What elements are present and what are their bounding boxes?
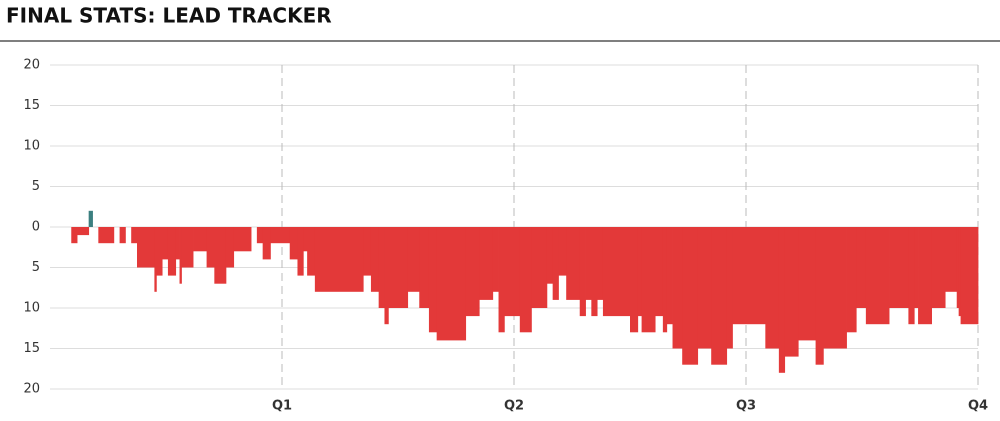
lead-bar	[419, 227, 430, 308]
chart-title: FINAL STATS: LEAD TRACKER	[6, 4, 332, 28]
lead-bar	[682, 227, 699, 365]
lead-bar	[428, 227, 438, 333]
lead-bar	[655, 227, 664, 317]
lead-bar	[262, 227, 271, 260]
lead-bar	[71, 227, 78, 244]
lead-bar	[566, 227, 581, 300]
y-tick-label: 20	[23, 382, 40, 397]
lead-bar	[233, 227, 252, 252]
lead-bar	[119, 227, 126, 244]
x-tick-label: Q4	[968, 399, 988, 414]
lead-bar	[815, 227, 824, 365]
lead-bar	[931, 227, 946, 308]
lead-bar	[289, 227, 298, 260]
lead-bar	[167, 227, 177, 276]
lead-bar	[531, 227, 548, 308]
lead-bar	[77, 227, 90, 236]
lead-bar	[378, 227, 385, 308]
lead-bar	[154, 227, 157, 292]
lead-bar	[546, 227, 554, 284]
lead-bar	[307, 227, 316, 276]
lead-bar	[784, 227, 799, 357]
y-tick-label: 0	[32, 220, 40, 235]
lead-bar	[914, 227, 919, 308]
lead-bar	[591, 227, 598, 317]
lead-bar	[666, 227, 673, 325]
x-tick-label: Q3	[736, 399, 756, 414]
lead-bar	[363, 227, 372, 276]
lead-bar	[297, 227, 304, 276]
lead-bar	[597, 227, 604, 300]
y-tick-label: 5	[32, 260, 40, 275]
lead-bar	[181, 227, 194, 268]
lead-bar	[662, 227, 668, 333]
lead-bar	[602, 227, 631, 317]
lead-bar	[798, 227, 816, 341]
lead-bar	[88, 210, 93, 227]
lead-bar	[726, 227, 733, 349]
y-tick-label: 10	[23, 139, 40, 154]
lead-bar	[918, 227, 932, 325]
lead-bar	[270, 227, 291, 244]
y-tick-label: 15	[23, 98, 40, 113]
lead-bar	[585, 227, 592, 300]
y-tick-label: 15	[23, 341, 40, 356]
lead-bar	[579, 227, 586, 317]
x-tick-label: Q2	[504, 399, 524, 414]
lead-bar	[672, 227, 683, 349]
lead-bar	[711, 227, 728, 365]
lead-bar	[498, 227, 505, 333]
lead-bar	[778, 227, 786, 373]
lead-bar	[214, 227, 227, 284]
lead-bar	[206, 227, 215, 268]
lead-bar	[960, 227, 979, 325]
lead-bar	[492, 227, 499, 292]
lead-bar	[479, 227, 494, 300]
lead-bar	[436, 227, 467, 341]
lead-bar	[889, 227, 909, 308]
lead-bar	[193, 227, 207, 252]
lead-bar	[98, 227, 115, 244]
lead-bar	[846, 227, 857, 333]
lead-bar	[465, 227, 480, 317]
lead-bar	[162, 227, 169, 260]
lead-bar	[131, 227, 138, 244]
lead-bar	[958, 227, 961, 317]
lead-bar	[823, 227, 847, 349]
lead-bar	[558, 227, 567, 276]
lead-bar	[303, 227, 308, 252]
lead-bar	[314, 227, 364, 292]
lead-bar	[407, 227, 420, 292]
y-tick-label: 10	[23, 301, 40, 316]
lead-bar	[945, 227, 958, 292]
lead-bar	[175, 227, 180, 260]
lead-bar	[908, 227, 915, 325]
y-tick-label: 5	[32, 179, 40, 194]
lead-bar	[732, 227, 766, 325]
lead-bar	[552, 227, 559, 300]
lead-bar	[504, 227, 521, 317]
lead-bar	[765, 227, 780, 349]
x-tick-label: Q1	[272, 399, 292, 414]
lead-bar	[641, 227, 656, 333]
y-tick-label: 20	[23, 58, 40, 73]
lead-bar	[179, 227, 182, 284]
lead-bar	[137, 227, 155, 268]
lead-bar	[388, 227, 409, 308]
lead-bar	[384, 227, 389, 325]
lead-bar	[225, 227, 235, 268]
lead-bar	[156, 227, 163, 276]
lead-bar	[637, 227, 642, 317]
lead-bar	[865, 227, 890, 325]
lead-bar	[697, 227, 712, 349]
lead-bar	[956, 227, 960, 308]
lead-bar	[370, 227, 380, 292]
lead-bar	[630, 227, 639, 333]
lead-bar	[256, 227, 264, 244]
lead-bar	[856, 227, 867, 308]
lead-bar	[519, 227, 532, 333]
